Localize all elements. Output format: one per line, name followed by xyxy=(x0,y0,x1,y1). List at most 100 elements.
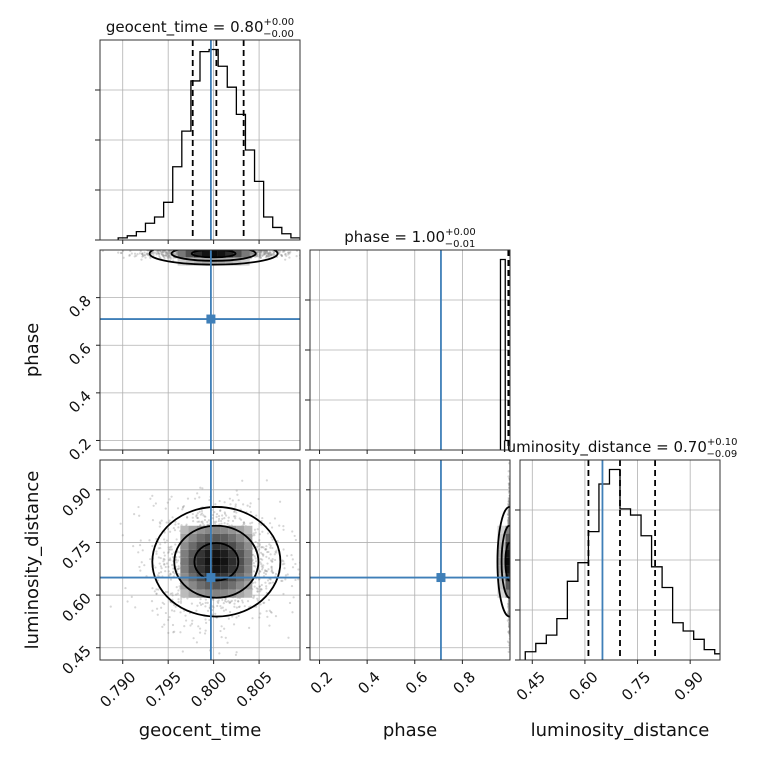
sample-point xyxy=(124,586,127,590)
sample-point xyxy=(320,591,322,593)
sample-point xyxy=(155,588,158,591)
sample-point xyxy=(135,254,138,257)
sample-point xyxy=(152,251,155,254)
sample-point xyxy=(265,569,268,573)
density-cell xyxy=(204,541,213,550)
sample-point xyxy=(271,250,274,253)
sample-point xyxy=(249,250,253,254)
sample-point xyxy=(166,252,169,255)
sample-point xyxy=(204,601,207,604)
sample-point xyxy=(206,520,209,524)
sample-point xyxy=(259,603,262,606)
y-tick-label-luminosity_distance: 0.90 xyxy=(58,484,94,520)
density-cell xyxy=(180,557,189,566)
sample-point xyxy=(141,252,144,256)
sample-point xyxy=(266,579,270,582)
sample-point xyxy=(507,503,510,506)
sample-point xyxy=(269,581,272,585)
sample-point xyxy=(198,631,202,634)
density-cell xyxy=(196,557,205,566)
sample-point xyxy=(286,573,289,576)
sample-point xyxy=(163,623,166,626)
sample-point xyxy=(193,497,197,500)
sample-point xyxy=(295,255,298,258)
sample-point xyxy=(271,546,274,550)
sample-point xyxy=(211,513,215,517)
sample-point xyxy=(167,618,170,622)
sample-point xyxy=(165,250,168,254)
sample-point xyxy=(291,530,294,533)
sample-point xyxy=(268,624,271,627)
sample-point xyxy=(169,548,172,551)
sample-point xyxy=(260,588,263,591)
sample-point xyxy=(182,504,186,508)
sample-point xyxy=(507,618,510,621)
sample-point xyxy=(250,252,253,255)
density-cell xyxy=(220,533,229,542)
sample-point xyxy=(157,547,160,550)
sample-point xyxy=(507,511,510,514)
sample-point xyxy=(150,252,153,255)
sample-point xyxy=(167,631,170,635)
sample-point xyxy=(256,251,259,254)
sample-point xyxy=(507,509,510,513)
sample-point xyxy=(121,250,125,253)
sample-point xyxy=(506,640,510,643)
sample-point xyxy=(175,253,178,256)
x-tick-label-phase: 0.8 xyxy=(450,668,480,698)
density-cell xyxy=(204,549,213,558)
sample-point xyxy=(292,596,295,599)
sample-point xyxy=(157,588,160,591)
sample-point xyxy=(164,251,168,255)
sample-point xyxy=(159,571,163,574)
sample-point xyxy=(109,605,112,608)
sample-point xyxy=(138,514,141,517)
x-tick-label-phase: 0.4 xyxy=(354,668,384,698)
sample-point xyxy=(285,254,288,257)
sample-point xyxy=(507,513,510,517)
sample-point xyxy=(507,519,510,522)
sample-point xyxy=(134,606,137,609)
sample-point xyxy=(255,254,259,257)
sample-point xyxy=(223,517,226,520)
sample-point xyxy=(119,522,122,525)
sample-point xyxy=(259,251,262,254)
sample-point xyxy=(186,597,189,600)
sample-point xyxy=(256,250,259,254)
sample-point xyxy=(264,548,267,551)
sample-point xyxy=(177,572,180,576)
sample-point xyxy=(163,558,166,561)
sample-point xyxy=(211,517,214,520)
sample-point xyxy=(159,546,162,550)
sample-point xyxy=(168,557,172,560)
x-axis-label-luminosity_distance: luminosity_distance xyxy=(531,720,710,741)
sample-point xyxy=(507,516,510,519)
sample-point xyxy=(161,250,164,253)
y-tick-label-phase: 0.4 xyxy=(65,387,95,417)
sample-point xyxy=(158,562,161,565)
sample-point xyxy=(507,491,510,494)
density-cell xyxy=(204,533,213,542)
sample-point xyxy=(246,600,250,603)
density-cell xyxy=(188,565,197,574)
density-cell xyxy=(242,242,250,250)
sample-point xyxy=(167,570,170,573)
density-panel-geocent_time-luminosity_distance xyxy=(96,459,322,664)
sample-point xyxy=(220,636,223,639)
sample-point xyxy=(268,582,271,585)
sample-point xyxy=(507,602,510,606)
panel-frame xyxy=(309,459,511,661)
sample-point xyxy=(287,253,290,256)
sample-point xyxy=(182,506,185,509)
sample-point xyxy=(254,560,258,563)
sample-point xyxy=(251,521,254,524)
sample-point xyxy=(199,523,202,527)
density-cell xyxy=(236,541,245,550)
panel-body xyxy=(100,460,322,660)
sample-point xyxy=(203,515,206,518)
sample-point xyxy=(258,585,261,588)
sample-point xyxy=(162,551,166,554)
sample-point xyxy=(151,587,154,590)
sample-point xyxy=(262,601,265,605)
sample-point xyxy=(507,470,510,473)
